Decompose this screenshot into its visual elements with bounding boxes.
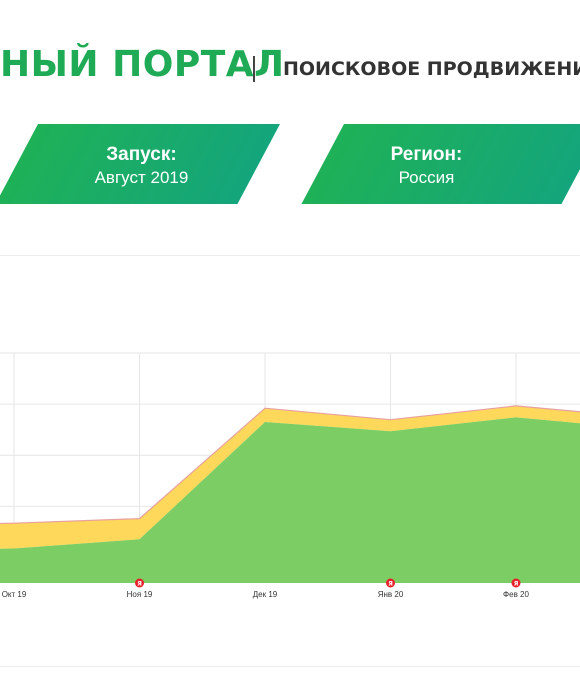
event-marker	[386, 578, 395, 588]
event-marker	[135, 578, 144, 588]
series-top-line	[0, 405, 580, 525]
region-badge: Регион: Россия	[301, 124, 580, 204]
series-area-green	[0, 417, 580, 583]
header: НЫЙ ПОРТАЛ ПОИСКОВОЕ ПРОДВИЖЕНИЕ	[0, 0, 580, 110]
x-tick-label: Янв 20	[378, 590, 404, 599]
event-marker-label: Я	[137, 581, 142, 588]
x-tick-label: Окт 19	[2, 590, 27, 599]
x-tick-label: Фев 20	[503, 590, 529, 599]
header-subtitle: ПОИСКОВОЕ ПРОДВИЖЕНИЕ	[283, 58, 580, 80]
launch-badge: Запуск: Август 2019	[0, 124, 280, 204]
x-tick-label: Ноя 19	[127, 590, 153, 599]
launch-value: Август 2019	[94, 168, 189, 187]
series-area-yellow	[0, 405, 580, 549]
header-divider	[253, 56, 255, 82]
x-tick-label: Дек 19	[253, 590, 278, 599]
region-label: Регион:	[390, 144, 463, 165]
event-marker-label: Я	[388, 581, 393, 588]
launch-label: Запуск:	[106, 144, 177, 165]
event-marker-label: Я	[514, 581, 519, 588]
region-value: Россия	[398, 168, 455, 187]
area-chart: Окт 19 Ноя 19 Дек 19 Янв 20 Фев 20 Я Я Я	[0, 352, 580, 599]
event-marker	[511, 578, 521, 588]
brand-title: НЫЙ ПОРТАЛ	[0, 44, 285, 85]
